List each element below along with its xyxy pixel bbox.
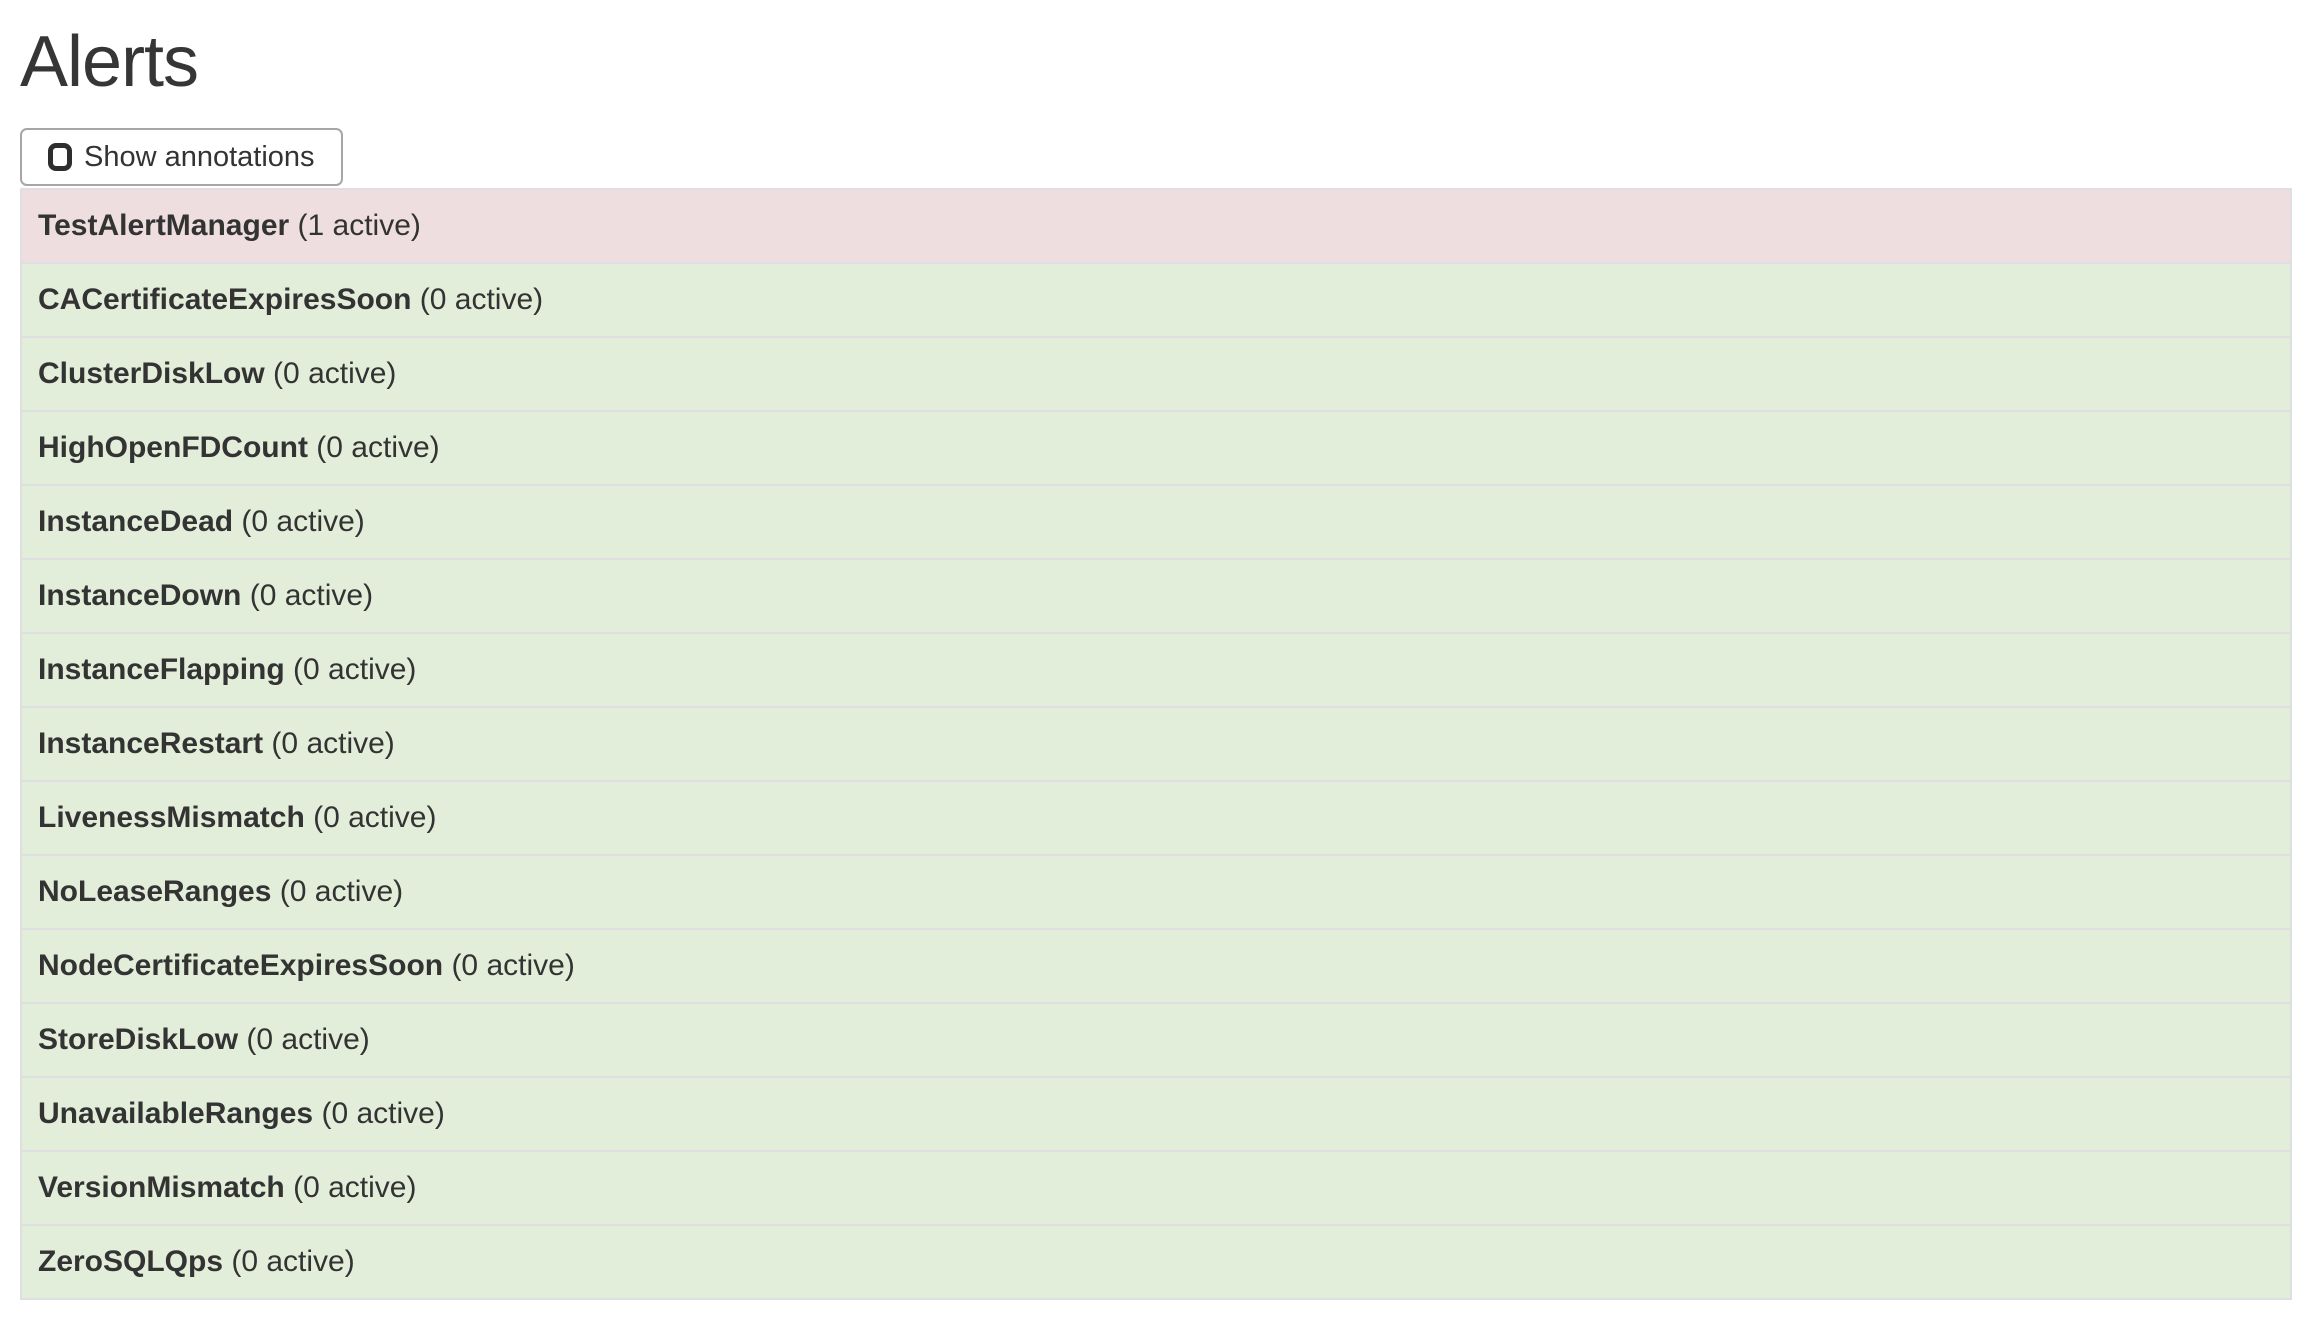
- alert-active-count: (0 active): [313, 1097, 445, 1130]
- alert-active-count: (0 active): [284, 653, 417, 686]
- alert-active-count: (0 active): [307, 431, 440, 464]
- alert-active-count: (0 active): [264, 357, 397, 390]
- alert-name: LivenessMismatch: [38, 801, 305, 834]
- alert-row-NodeCertificateExpiresSoon[interactable]: NodeCertificateExpiresSoon (0 active): [22, 928, 2290, 1002]
- alert-active-count: (0 active): [263, 727, 395, 760]
- alert-row-NoLeaseRanges[interactable]: NoLeaseRanges (0 active): [22, 854, 2290, 928]
- alert-name: NoLeaseRanges: [38, 875, 272, 908]
- alert-active-count: (0 active): [241, 579, 374, 612]
- alert-active-count: (0 active): [271, 875, 404, 908]
- alert-name: InstanceDead: [38, 505, 234, 538]
- alert-active-count: (0 active): [233, 505, 365, 538]
- alert-row-HighOpenFDCount[interactable]: HighOpenFDCount (0 active): [22, 410, 2290, 484]
- alert-name: ZeroSQLQps: [38, 1245, 224, 1278]
- alert-active-count: (0 active): [223, 1245, 355, 1278]
- alert-row-UnavailableRanges[interactable]: UnavailableRanges (0 active): [22, 1076, 2290, 1150]
- alert-active-count: (1 active): [289, 209, 421, 242]
- alert-name: InstanceFlapping: [38, 653, 285, 686]
- alert-name: HighOpenFDCount: [38, 431, 308, 464]
- alert-row-StoreDiskLow[interactable]: StoreDiskLow (0 active): [22, 1002, 2290, 1076]
- show-annotations-button[interactable]: Show annotations: [20, 128, 343, 186]
- alert-name: InstanceDown: [38, 579, 242, 612]
- alert-row-LivenessMismatch[interactable]: LivenessMismatch (0 active): [22, 780, 2290, 854]
- alert-name: NodeCertificateExpiresSoon: [38, 949, 444, 982]
- alert-row-ZeroSQLQps[interactable]: ZeroSQLQps (0 active): [22, 1224, 2290, 1298]
- alert-name: InstanceRestart: [38, 727, 264, 760]
- alert-row-InstanceDead[interactable]: InstanceDead (0 active): [22, 484, 2290, 558]
- alert-row-CACertificateExpiresSoon[interactable]: CACertificateExpiresSoon (0 active): [22, 262, 2290, 336]
- checkbox-unchecked-icon: [48, 143, 72, 171]
- alert-active-count: (0 active): [443, 949, 575, 982]
- alert-row-VersionMismatch[interactable]: VersionMismatch (0 active): [22, 1150, 2290, 1224]
- alert-name: ClusterDiskLow: [38, 357, 265, 390]
- alert-active-count: (0 active): [284, 1171, 417, 1204]
- alert-row-InstanceFlapping[interactable]: InstanceFlapping (0 active): [22, 632, 2290, 706]
- show-annotations-label: Show annotations: [84, 140, 315, 173]
- alert-name: VersionMismatch: [38, 1171, 285, 1204]
- alert-name: TestAlertManager: [38, 209, 290, 242]
- page-title: Alerts: [20, 22, 199, 102]
- alert-name: CACertificateExpiresSoon: [38, 283, 412, 316]
- alert-name: UnavailableRanges: [38, 1097, 314, 1130]
- alert-list: TestAlertManager (1 active) CACertificate…: [20, 188, 2292, 1300]
- alert-active-count: (0 active): [411, 283, 544, 316]
- alert-row-InstanceRestart[interactable]: InstanceRestart (0 active): [22, 706, 2290, 780]
- alert-row-InstanceDown[interactable]: InstanceDown (0 active): [22, 558, 2290, 632]
- alert-name: StoreDiskLow: [38, 1023, 239, 1056]
- alert-row-TestAlertManager[interactable]: TestAlertManager (1 active): [22, 190, 2290, 262]
- alert-active-count: (0 active): [304, 801, 437, 834]
- alert-active-count: (0 active): [238, 1023, 370, 1056]
- alert-row-ClusterDiskLow[interactable]: ClusterDiskLow (0 active): [22, 336, 2290, 410]
